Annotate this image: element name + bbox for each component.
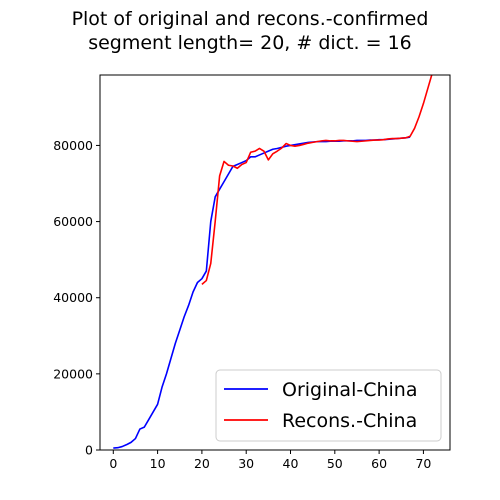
y-tick-label: 60000: [53, 214, 93, 229]
x-tick-label: 20: [194, 456, 210, 471]
x-tick-label: 50: [327, 456, 343, 471]
y-tick-label: 80000: [53, 138, 93, 153]
x-tick-label: 60: [371, 456, 387, 471]
x-tick-label: 10: [150, 456, 166, 471]
y-tick-label: 20000: [53, 366, 93, 381]
y-tick-label: 40000: [53, 290, 93, 305]
x-tick-label: 70: [415, 456, 431, 471]
series-line-recons-china: [202, 73, 432, 284]
legend-label-original-china: Original-China: [282, 379, 417, 401]
y-tick-label: 0: [85, 443, 93, 458]
legend: Original-China Recons.-China: [216, 370, 441, 441]
x-tick-label: 0: [109, 456, 117, 471]
legend-label-recons-china: Recons.-China: [282, 410, 417, 432]
x-tick-label: 30: [238, 456, 254, 471]
x-tick-label: 40: [283, 456, 299, 471]
